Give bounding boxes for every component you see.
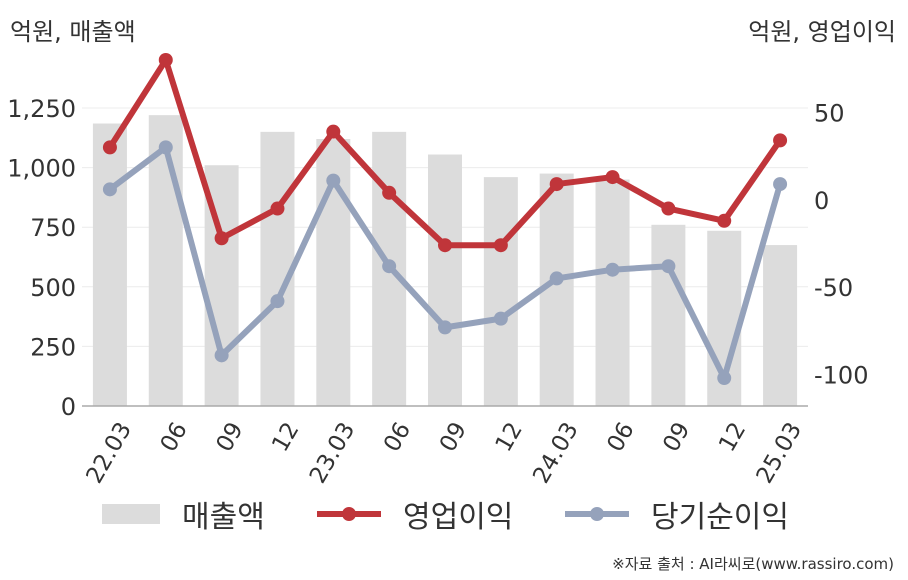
operating-profit-point	[549, 177, 564, 192]
revenue-bar	[763, 245, 798, 406]
left-axis-tick-label: 0	[61, 393, 76, 421]
x-axis-tick-label: 06	[602, 418, 639, 456]
net-income-point	[493, 311, 508, 326]
revenue-bar	[260, 131, 295, 406]
operating-profit-point	[158, 53, 173, 67]
revenue-bar	[651, 224, 686, 406]
legend-label-revenue: 매출액	[182, 500, 265, 535]
left-axis-tick-label: 1,000	[7, 155, 76, 183]
net-income-point	[717, 371, 732, 386]
operating-profit-point	[102, 140, 117, 155]
legend-swatch-net-income	[565, 507, 629, 521]
operating-profit-point	[382, 185, 397, 200]
left-axis-tick-label: 500	[30, 274, 76, 302]
revenue-bar	[483, 177, 518, 406]
legend-label-net-income: 당기순이익	[651, 500, 789, 535]
operating-profit-point	[773, 133, 788, 148]
right-axis-tick-label: 0	[814, 187, 829, 215]
net-income-point	[270, 294, 285, 309]
operating-profit-point	[326, 124, 341, 139]
operating-profit-point	[270, 201, 285, 216]
net-income-point	[382, 259, 397, 274]
operating-profit-point	[605, 170, 620, 185]
legend-swatch-revenue	[102, 504, 160, 524]
x-axis-tick-label: 06	[379, 418, 416, 456]
left-axis-tick-label: 1,250	[7, 95, 76, 123]
revenue-bar	[92, 123, 127, 406]
x-axis-tick-label: 12	[714, 418, 751, 456]
net-income-point	[326, 173, 341, 188]
net-income-point	[102, 182, 117, 197]
net-income-point	[438, 320, 452, 335]
revenue-bar	[595, 179, 630, 406]
legend-swatch-operating-profit	[317, 507, 381, 521]
right-axis-unit-label: 억원, 영업이익	[748, 18, 896, 46]
x-axis-tick-label: 22.03	[82, 418, 137, 488]
x-axis-tick-label: 09	[658, 418, 695, 456]
x-axis-tick-label: 24.03	[528, 418, 583, 488]
left-axis-tick-label: 750	[30, 214, 76, 242]
operating-profit-point	[214, 231, 229, 246]
legend-item-net-income: 당기순이익	[565, 492, 789, 536]
net-income-point	[214, 348, 229, 363]
legend-item-revenue: 매출액	[102, 492, 265, 536]
combo-chart: 0 250 500 750 1,000 1,250 -100 -50 0 50 22.03 06 09 1…	[7, 53, 868, 488]
revenue-bar	[148, 115, 183, 406]
net-income-point	[605, 262, 620, 277]
data-source-note: ※자료 출처 : AI라씨로(www.rassiro.com)	[612, 555, 894, 573]
x-axis-tick-label: 06	[156, 418, 193, 456]
x-axis-tick-label: 25.03	[752, 418, 807, 488]
legend-item-operating-profit: 영업이익	[317, 492, 513, 536]
net-income-point	[549, 271, 564, 286]
x-axis-tick-label: 12	[267, 418, 304, 456]
operating-profit-point	[661, 201, 676, 216]
operating-profit-point	[493, 238, 508, 253]
operating-profit-point	[717, 213, 732, 228]
operating-profit-point	[438, 238, 452, 253]
x-axis-tick-label: 09	[212, 418, 249, 456]
right-axis-tick-label: -100	[814, 362, 868, 390]
legend-label-operating-profit: 영업이익	[403, 500, 514, 535]
left-axis-tick-label: 250	[30, 333, 76, 361]
chart-legend: 매출액 영업이익 당기순이익	[0, 492, 908, 536]
net-income-point	[773, 177, 788, 192]
revenue-bar	[428, 154, 462, 406]
x-axis-tick-label: 09	[435, 418, 472, 456]
net-income-point	[661, 259, 676, 274]
net-income-point	[158, 140, 173, 155]
right-axis-tick-label: -50	[814, 274, 853, 302]
x-axis-tick-label: 23.03	[305, 418, 360, 488]
right-axis-tick-label: 50	[814, 99, 845, 127]
x-axis-tick-label: 12	[491, 418, 528, 456]
left-axis-unit-label: 억원, 매출액	[10, 18, 136, 46]
